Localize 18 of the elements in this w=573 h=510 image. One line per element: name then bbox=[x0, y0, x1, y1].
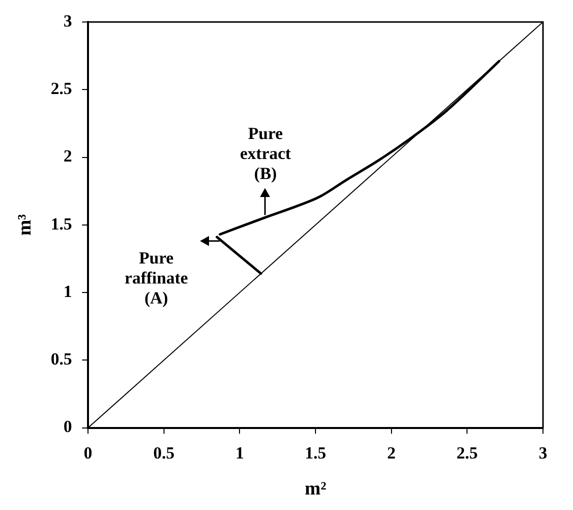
x-axis-title: m² bbox=[304, 478, 327, 500]
y-tick-label: 2 bbox=[64, 146, 72, 166]
x-tick-label: 0.5 bbox=[153, 443, 174, 462]
annotation: Pure raffinate (A) bbox=[124, 248, 188, 308]
y-tick-label: 2.5 bbox=[50, 79, 72, 98]
x-tick-label: 3 bbox=[538, 443, 548, 462]
y-tick-label: 0 bbox=[64, 417, 72, 436]
x-tick-label: 0 bbox=[84, 443, 92, 462]
y-tick-label: 3 bbox=[64, 11, 72, 30]
y-axis-title: m³ bbox=[14, 214, 36, 236]
x-tick-label: 1.5 bbox=[304, 443, 326, 462]
x-tick-label: 1 bbox=[235, 443, 244, 462]
y-tick-label: 1.5 bbox=[50, 214, 72, 234]
y-tick-label: 1 bbox=[64, 282, 72, 301]
x-tick-label: 2 bbox=[387, 443, 396, 462]
y-tick-label: 0.5 bbox=[50, 350, 72, 369]
annotation: Pure extract (B) bbox=[240, 124, 292, 183]
x-tick-label: 2.5 bbox=[456, 443, 478, 462]
